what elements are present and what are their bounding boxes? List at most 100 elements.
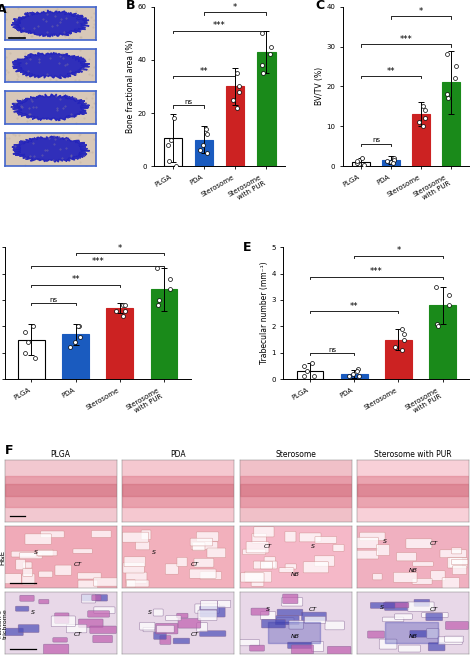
FancyBboxPatch shape <box>246 542 269 553</box>
Point <box>234 102 241 113</box>
FancyBboxPatch shape <box>422 613 448 617</box>
Text: ns: ns <box>184 99 192 105</box>
FancyBboxPatch shape <box>55 613 69 623</box>
Point <box>387 157 394 167</box>
FancyBboxPatch shape <box>218 600 231 607</box>
Point <box>421 105 428 116</box>
FancyBboxPatch shape <box>22 574 35 585</box>
Point <box>452 61 459 72</box>
FancyBboxPatch shape <box>250 645 264 651</box>
Text: *: * <box>419 7 423 16</box>
Bar <box>352 162 370 166</box>
FancyBboxPatch shape <box>414 600 429 606</box>
FancyBboxPatch shape <box>93 635 112 642</box>
FancyBboxPatch shape <box>123 563 144 573</box>
Bar <box>240 484 352 496</box>
Point <box>121 300 128 311</box>
Point <box>119 311 127 321</box>
FancyBboxPatch shape <box>16 606 29 611</box>
FancyBboxPatch shape <box>124 557 146 566</box>
Polygon shape <box>268 622 320 643</box>
FancyBboxPatch shape <box>44 644 69 655</box>
FancyBboxPatch shape <box>426 613 443 621</box>
FancyBboxPatch shape <box>384 602 409 611</box>
Text: CT: CT <box>191 632 199 637</box>
Bar <box>442 83 460 166</box>
FancyBboxPatch shape <box>37 551 57 556</box>
Bar <box>297 371 323 379</box>
Point <box>121 305 129 316</box>
Point <box>196 145 204 155</box>
Text: NB: NB <box>292 635 300 639</box>
FancyBboxPatch shape <box>383 603 409 608</box>
Point <box>434 321 441 332</box>
FancyBboxPatch shape <box>406 539 432 548</box>
Point <box>155 300 162 311</box>
Text: S: S <box>31 609 35 615</box>
Point <box>29 321 37 332</box>
FancyBboxPatch shape <box>178 619 201 628</box>
Text: NB: NB <box>409 568 418 574</box>
FancyBboxPatch shape <box>412 578 432 584</box>
FancyBboxPatch shape <box>393 572 417 582</box>
Point <box>353 366 361 377</box>
FancyBboxPatch shape <box>196 532 219 541</box>
FancyBboxPatch shape <box>18 625 39 633</box>
FancyBboxPatch shape <box>328 646 351 655</box>
FancyBboxPatch shape <box>383 617 404 622</box>
FancyBboxPatch shape <box>165 615 181 621</box>
Point <box>167 134 174 145</box>
FancyBboxPatch shape <box>127 580 149 587</box>
Text: S: S <box>380 605 384 610</box>
Bar <box>5 484 117 496</box>
FancyBboxPatch shape <box>177 557 187 566</box>
Text: **: ** <box>350 302 358 311</box>
Point <box>432 282 440 292</box>
FancyBboxPatch shape <box>136 541 150 550</box>
FancyBboxPatch shape <box>141 530 151 539</box>
Text: ***: *** <box>91 257 104 266</box>
FancyBboxPatch shape <box>160 635 171 644</box>
FancyBboxPatch shape <box>16 559 26 570</box>
Point <box>391 155 398 165</box>
FancyBboxPatch shape <box>200 606 225 617</box>
Point <box>154 263 161 274</box>
Title: Sterosome with PUR: Sterosome with PUR <box>374 450 452 459</box>
Point <box>76 332 84 342</box>
FancyBboxPatch shape <box>90 626 117 633</box>
FancyBboxPatch shape <box>251 608 269 615</box>
Text: Masson's
trichrome: Masson's trichrome <box>0 608 8 639</box>
FancyBboxPatch shape <box>79 619 103 627</box>
Point <box>258 28 265 38</box>
Bar <box>122 484 234 496</box>
Bar <box>5 476 117 507</box>
FancyBboxPatch shape <box>38 549 53 556</box>
FancyBboxPatch shape <box>241 572 264 582</box>
Polygon shape <box>11 94 90 121</box>
FancyBboxPatch shape <box>245 571 272 582</box>
Text: C: C <box>315 0 324 12</box>
Text: *: * <box>233 3 237 12</box>
FancyBboxPatch shape <box>442 578 459 588</box>
FancyBboxPatch shape <box>177 613 188 618</box>
Point <box>345 371 353 382</box>
Text: ns: ns <box>328 347 336 353</box>
FancyBboxPatch shape <box>39 571 53 577</box>
FancyBboxPatch shape <box>376 545 390 555</box>
FancyBboxPatch shape <box>126 572 147 583</box>
Text: NB: NB <box>409 635 418 639</box>
Point <box>355 159 363 169</box>
Bar <box>195 139 213 166</box>
FancyBboxPatch shape <box>252 533 266 543</box>
FancyBboxPatch shape <box>373 574 382 580</box>
FancyBboxPatch shape <box>333 545 344 551</box>
FancyBboxPatch shape <box>140 622 155 630</box>
FancyBboxPatch shape <box>301 612 327 621</box>
Point <box>21 348 29 358</box>
FancyBboxPatch shape <box>292 645 314 654</box>
FancyBboxPatch shape <box>279 568 294 572</box>
Bar <box>357 476 469 507</box>
Point <box>300 361 307 371</box>
Point <box>355 371 363 382</box>
Point <box>166 274 174 284</box>
